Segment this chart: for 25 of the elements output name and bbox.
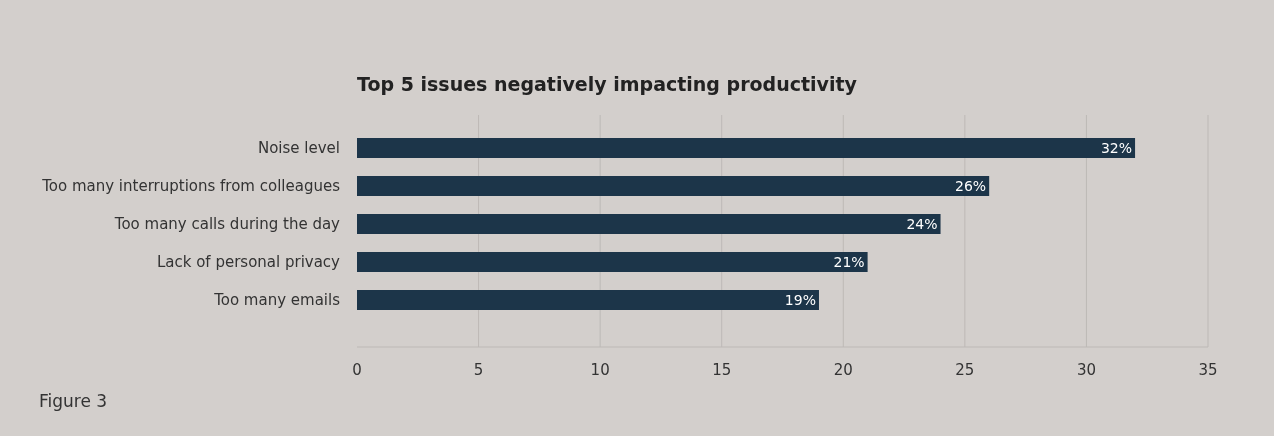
y-tick-label: Too many calls during the day [113, 215, 341, 234]
data-label: 26% [955, 177, 987, 194]
x-tick-label: 15 [712, 361, 732, 379]
y-tick-label: Too many emails [213, 291, 341, 310]
x-tick-label: 30 [1076, 361, 1096, 379]
y-tick-label: Noise level [257, 139, 340, 158]
x-tick-label: 5 [473, 361, 484, 379]
x-tick-label: 25 [955, 361, 975, 379]
chart-title: Top 5 issues negatively impacting productivity [357, 73, 858, 95]
data-label: 24% [906, 215, 938, 232]
caption: Figure 3 [39, 391, 108, 411]
bar [357, 252, 868, 272]
bar [357, 176, 990, 196]
x-tick-label: 0 [352, 361, 362, 379]
bar [357, 214, 941, 234]
y-tick-label: Too many interruptions from colleagues [41, 177, 341, 196]
data-label: 32% [1100, 139, 1133, 156]
x-tick-label: 10 [590, 361, 610, 379]
bar [357, 138, 1136, 158]
x-tick-label: 35 [1198, 361, 1218, 379]
data-label: 21% [833, 253, 865, 270]
y-tick-label: Lack of personal privacy [156, 253, 341, 272]
bar [357, 290, 819, 310]
x-tick-label: 20 [833, 361, 853, 379]
data-label: 19% [784, 291, 816, 308]
